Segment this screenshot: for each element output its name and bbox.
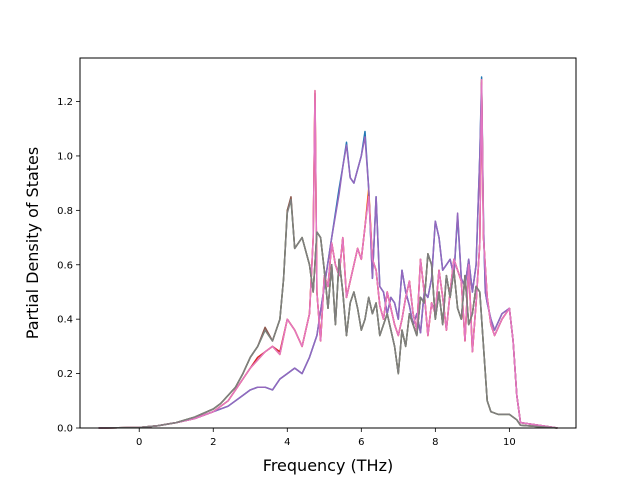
x-tick-label: 2 bbox=[210, 437, 216, 448]
y-tick-label: 1.0 bbox=[57, 151, 73, 162]
y-axis-label: Partial Density of States bbox=[23, 147, 42, 339]
axes-frame bbox=[79, 57, 577, 429]
y-tick-label: 0.6 bbox=[57, 260, 73, 271]
y-axis-ticks: 0.0 0.2 0.4 0.6 0.8 1.0 1.2 bbox=[57, 97, 80, 435]
x-axis-ticks: 0 2 4 6 8 10 bbox=[136, 428, 516, 448]
pdos-series-8 bbox=[98, 198, 558, 429]
plot-area bbox=[79, 57, 577, 429]
axes-background bbox=[80, 58, 576, 428]
pdos-series-7 bbox=[98, 79, 558, 429]
x-tick-label: 10 bbox=[503, 437, 516, 448]
x-tick-label: 6 bbox=[358, 437, 364, 448]
x-tick-label: 8 bbox=[432, 437, 438, 448]
x-axis-label: Frequency (THz) bbox=[263, 456, 393, 475]
y-tick-label: 0.2 bbox=[57, 369, 73, 380]
y-tick-label: 0.0 bbox=[57, 424, 73, 435]
y-tick-label: 1.2 bbox=[57, 97, 73, 108]
y-tick-label: 0.8 bbox=[57, 206, 73, 217]
y-tick-label: 0.4 bbox=[57, 315, 73, 326]
x-tick-label: 0 bbox=[136, 437, 142, 448]
x-tick-label: 4 bbox=[284, 437, 290, 448]
series-layer bbox=[98, 76, 558, 429]
